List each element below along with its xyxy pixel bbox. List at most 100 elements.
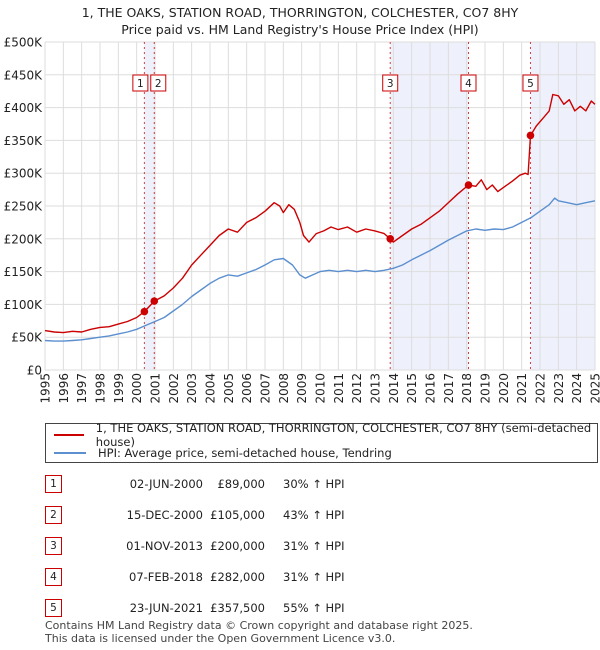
x-tick-label: 1997 bbox=[75, 373, 89, 404]
x-tick-label: 2020 bbox=[497, 373, 511, 404]
x-tick-label: 2015 bbox=[405, 373, 419, 404]
table-row: 1 02-JUN-2000 £89,000 30% ↑ HPI bbox=[45, 475, 565, 493]
legend-swatch-property bbox=[54, 434, 84, 436]
grid bbox=[44, 41, 596, 371]
sale-hpi-change: 55% ↑ HPI bbox=[283, 601, 345, 615]
x-tick-label: 2013 bbox=[369, 373, 383, 404]
x-tick-label: 2022 bbox=[534, 373, 548, 404]
sale-number-label: 5 bbox=[527, 78, 534, 90]
footer-licence: This data is licensed under the Open Gov… bbox=[45, 631, 396, 645]
sale-point bbox=[386, 235, 395, 243]
x-tick-label: 1995 bbox=[39, 373, 53, 404]
x-tick-label: 2014 bbox=[387, 373, 401, 404]
sale-date: 02-JUN-2000 bbox=[129, 477, 203, 491]
sale-number-box bbox=[382, 74, 399, 92]
sale-price: £105,000 bbox=[210, 508, 265, 522]
x-tick-label: 2009 bbox=[295, 373, 309, 404]
y-tick-label: £100K bbox=[4, 298, 44, 312]
table-row: 3 01-NOV-2013 £200,000 31% ↑ HPI bbox=[45, 537, 565, 555]
sale-point bbox=[526, 131, 535, 140]
sale-number-badge: 1 bbox=[45, 475, 62, 493]
sale-number-box bbox=[460, 74, 477, 92]
sale-number-label: 3 bbox=[387, 78, 394, 90]
y-tick-label: £350K bbox=[4, 134, 44, 148]
x-tick-label: 2005 bbox=[222, 373, 236, 404]
legend-item-hpi: HPI: Average price, semi-detached house,… bbox=[54, 444, 392, 462]
sale-price: £200,000 bbox=[210, 539, 265, 553]
sale-date: 07-FEB-2018 bbox=[129, 570, 203, 584]
x-tick-label: 2008 bbox=[277, 373, 291, 404]
sale-points bbox=[140, 131, 535, 316]
x-tick-label: 2011 bbox=[332, 373, 346, 404]
x-tick-label: 1999 bbox=[112, 373, 126, 404]
x-tick-label: 2007 bbox=[259, 373, 273, 404]
legend-swatch-hpi bbox=[54, 452, 86, 454]
x-tick-label: 2016 bbox=[424, 373, 438, 404]
sale-point bbox=[140, 307, 149, 316]
table-row: 2 15-DEC-2000 £105,000 43% ↑ HPI bbox=[45, 506, 565, 524]
legend-label-property: 1, THE OAKS, STATION ROAD, THORRINGTON, … bbox=[95, 421, 592, 449]
x-tick-label: 2025 bbox=[589, 373, 600, 404]
x-tick-label: 2012 bbox=[350, 373, 364, 404]
sale-point bbox=[150, 297, 159, 305]
table-row: 5 23-JUN-2021 £357,500 55% ↑ HPI bbox=[45, 599, 565, 617]
hpi-series-line bbox=[44, 197, 596, 342]
x-tick-label: 2003 bbox=[185, 373, 199, 404]
sale-hpi-change: 43% ↑ HPI bbox=[283, 508, 345, 522]
x-tick-label: 2010 bbox=[314, 373, 328, 404]
sale-date: 01-NOV-2013 bbox=[126, 539, 203, 553]
sale-number-badge: 5 bbox=[45, 599, 62, 617]
y-tick-label: £450K bbox=[4, 68, 44, 82]
table-row: 4 07-FEB-2018 £282,000 31% ↑ HPI bbox=[45, 568, 565, 586]
x-tick-label: 1996 bbox=[57, 373, 71, 404]
sale-number-badge: 3 bbox=[45, 537, 62, 555]
legend-label-hpi: HPI: Average price, semi-detached house,… bbox=[98, 446, 392, 460]
sale-point bbox=[464, 181, 473, 189]
x-tick-label: 2000 bbox=[130, 373, 144, 404]
sale-number-label: 2 bbox=[155, 78, 162, 90]
y-tick-label: £0 bbox=[27, 364, 42, 378]
sale-number-label: 1 bbox=[137, 78, 144, 90]
x-tick-label: 2002 bbox=[167, 373, 181, 404]
sale-number-label: 4 bbox=[465, 78, 472, 90]
sale-number-box bbox=[132, 74, 149, 92]
footer-copyright: Contains HM Land Registry data © Crown c… bbox=[45, 619, 473, 632]
sale-date: 23-JUN-2021 bbox=[129, 601, 203, 615]
y-tick-label: £150K bbox=[4, 265, 44, 279]
x-tick-label: 2004 bbox=[204, 373, 218, 404]
sale-hpi-change: 31% ↑ HPI bbox=[283, 570, 345, 584]
y-tick-label: £250K bbox=[4, 200, 44, 214]
y-tick-label: £400K bbox=[4, 101, 44, 115]
chart-title-block: 1, THE OAKS, STATION ROAD, THORRINGTON, … bbox=[0, 4, 600, 38]
axes: £0 £50K £100K £150K £200K £250K £300K £350K £400… bbox=[4, 36, 600, 404]
x-tick-label: 2024 bbox=[570, 373, 584, 404]
y-tick-label: £200K bbox=[4, 232, 44, 246]
x-tick-label: 2017 bbox=[442, 373, 456, 404]
x-tick-label: 2023 bbox=[552, 373, 566, 404]
chart-subtitle: Price paid vs. HM Land Registry's House … bbox=[121, 22, 479, 37]
sale-price: £89,000 bbox=[217, 477, 265, 491]
x-tick-label: 2006 bbox=[240, 373, 254, 404]
chart-title: 1, THE OAKS, STATION ROAD, THORRINGTON, … bbox=[81, 5, 519, 20]
legend: 1, THE OAKS, STATION ROAD, THORRINGTON, … bbox=[45, 421, 598, 463]
x-tick-label: 1998 bbox=[94, 373, 108, 404]
legend-item-property: 1, THE OAKS, STATION ROAD, THORRINGTON, … bbox=[54, 421, 597, 449]
sale-number-badge: 2 bbox=[45, 506, 62, 524]
sale-hpi-change: 30% ↑ HPI bbox=[283, 477, 345, 491]
y-tick-label: £300K bbox=[4, 167, 44, 181]
sale-number-box bbox=[522, 74, 539, 92]
y-tick-label: £500K bbox=[4, 36, 44, 50]
sale-hpi-change: 31% ↑ HPI bbox=[283, 539, 345, 553]
sale-number-badge: 4 bbox=[45, 568, 62, 586]
sale-price: £282,000 bbox=[210, 570, 265, 584]
x-tick-label: 2001 bbox=[149, 373, 163, 404]
sale-date: 15-DEC-2000 bbox=[126, 508, 203, 522]
footer: Contains HM Land Registry data © Crown c… bbox=[45, 619, 473, 645]
sale-number-box bbox=[150, 74, 167, 92]
x-tick-label: 2019 bbox=[479, 373, 493, 404]
x-tick-label: 2021 bbox=[515, 373, 529, 404]
x-tick-label: 2018 bbox=[460, 373, 474, 404]
sale-price: £357,500 bbox=[210, 601, 265, 615]
